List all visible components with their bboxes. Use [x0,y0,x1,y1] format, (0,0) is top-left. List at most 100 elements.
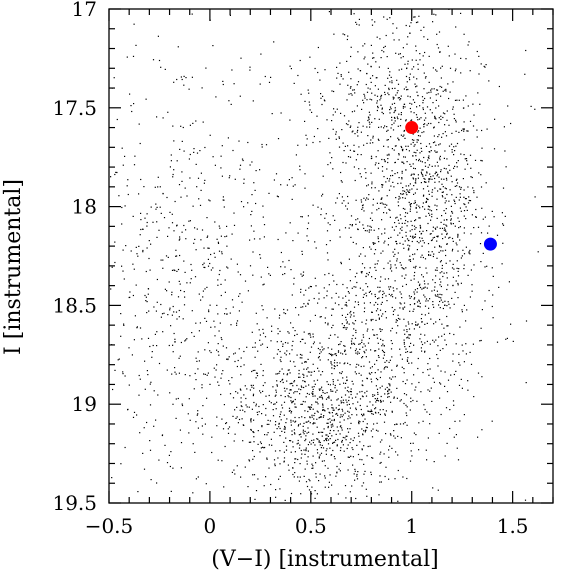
star-point [380,401,382,403]
star-point [202,121,204,123]
star-point [275,408,277,410]
star-point [393,97,395,99]
star-point [191,13,193,15]
star-point [394,264,396,266]
star-point [199,204,202,206]
star-point [217,381,219,383]
star-point [268,273,270,275]
star-point [369,246,371,248]
star-point [288,469,290,471]
star-point [313,135,315,138]
star-point [424,51,426,54]
star-point [275,489,277,491]
star-point [304,187,306,189]
star-point [369,98,371,100]
star-point [413,374,415,376]
star-point [397,435,399,437]
star-point [425,174,427,176]
star-point [424,258,427,260]
star-point [239,164,242,166]
star-point [260,363,262,365]
star-point [193,242,195,244]
star-point [436,89,439,91]
star-point [252,346,254,348]
star-point [366,495,368,497]
star-point [422,195,425,197]
star-point [412,253,414,256]
star-point [180,467,182,469]
star-point [365,488,367,490]
star-point [225,422,228,424]
star-point [298,369,300,372]
star-point [197,476,199,478]
star-point [255,312,257,314]
star-point [312,442,314,444]
star-point [314,67,316,70]
star-point [297,144,299,146]
star-point [402,285,404,287]
star-point [352,89,354,91]
star-point [348,391,350,393]
star-point [325,434,327,436]
star-point [306,235,308,237]
star-point [381,202,383,204]
star-point [443,229,445,231]
star-point [439,155,441,157]
star-point [400,95,402,97]
star-point [341,129,343,131]
star-point [377,314,380,316]
star-point [279,370,281,372]
star-point [327,425,329,428]
star-point [214,164,216,166]
star-point [135,246,137,248]
star-point [438,304,440,306]
star-point [376,399,378,401]
star-point [350,388,352,390]
star-point [363,350,365,353]
star-point [224,236,226,238]
star-point [465,353,467,355]
star-point [454,420,456,422]
star-point [202,290,204,292]
star-point [460,257,462,259]
star-point [462,178,464,180]
star-point [374,293,376,296]
star-point [357,68,359,70]
star-point [331,157,333,159]
star-point [197,427,199,429]
star-point [177,296,180,298]
star-point [274,465,276,467]
star-point [403,134,405,136]
star-point [316,493,318,495]
star-point [475,208,477,211]
star-point [421,169,423,171]
star-point [424,305,427,307]
star-point [319,141,321,143]
star-point [120,313,122,315]
star-point [380,126,382,128]
star-point [398,153,400,155]
star-point [152,59,155,61]
star-point [433,306,435,308]
star-point [377,150,379,152]
star-point [471,290,473,292]
star-point [442,307,444,310]
star-point [365,426,367,428]
star-point [448,55,450,57]
star-point [153,425,155,427]
y-axis-label: I [instrumental] [1,179,26,355]
star-point [401,172,403,174]
star-point [331,435,333,437]
star-point [389,106,392,108]
star-point [110,176,112,178]
star-point [374,263,376,265]
star-point [342,297,344,299]
star-point [461,344,463,346]
star-point [260,392,262,394]
star-point [370,44,372,46]
star-point [416,211,418,213]
star-point [308,101,310,103]
star-point [311,404,313,406]
star-point [150,381,152,383]
star-point [389,260,391,262]
